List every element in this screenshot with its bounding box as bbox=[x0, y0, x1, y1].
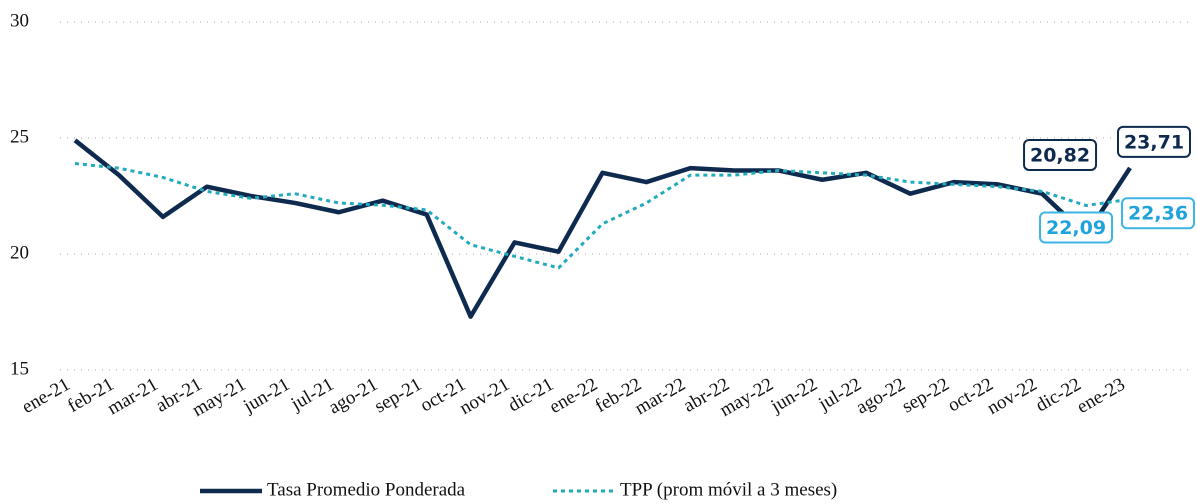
y-tick-label: 30 bbox=[10, 10, 29, 31]
series-line bbox=[73, 138, 1132, 319]
value-label-box bbox=[1117, 125, 1191, 158]
x-tick-label: jun-22 bbox=[767, 374, 821, 417]
x-tick-label: sep-21 bbox=[371, 374, 425, 418]
y-tick-label: 15 bbox=[10, 358, 29, 379]
series-line bbox=[74, 162, 1131, 270]
x-tick-label: dic-21 bbox=[505, 374, 558, 416]
x-tick-label: mar-21 bbox=[104, 374, 162, 419]
x-tick-label: ago-22 bbox=[853, 374, 909, 419]
x-tick-label: dic-22 bbox=[1032, 374, 1085, 416]
legend-label: TPP (prom móvil a 3 meses) bbox=[620, 479, 837, 500]
value-label-box bbox=[1039, 211, 1114, 244]
value-label: 22,36 bbox=[1128, 203, 1188, 225]
x-tick-label: ago-21 bbox=[325, 374, 381, 419]
x-tick-label: sep-22 bbox=[898, 374, 952, 418]
y-tick-label: 25 bbox=[10, 126, 29, 147]
x-tick-label: ene-23 bbox=[1073, 374, 1128, 418]
x-tick-label: ene-22 bbox=[546, 374, 601, 418]
x-tick-label: nov-21 bbox=[456, 374, 513, 419]
value-label-box bbox=[1121, 197, 1195, 230]
value-label: 23,71 bbox=[1124, 131, 1184, 153]
x-tick-label: nov-22 bbox=[984, 374, 1041, 419]
x-tick-label: mar-22 bbox=[631, 374, 689, 419]
legend-label: Tasa Promedio Ponderada bbox=[267, 479, 466, 500]
y-tick-label: 20 bbox=[10, 242, 29, 263]
value-label: 20,82 bbox=[1030, 144, 1090, 166]
value-label-box bbox=[1023, 138, 1098, 171]
value-label: 22,09 bbox=[1046, 217, 1106, 239]
x-tick-label: ene-21 bbox=[18, 374, 73, 418]
x-tick-label: jun-21 bbox=[239, 374, 293, 417]
